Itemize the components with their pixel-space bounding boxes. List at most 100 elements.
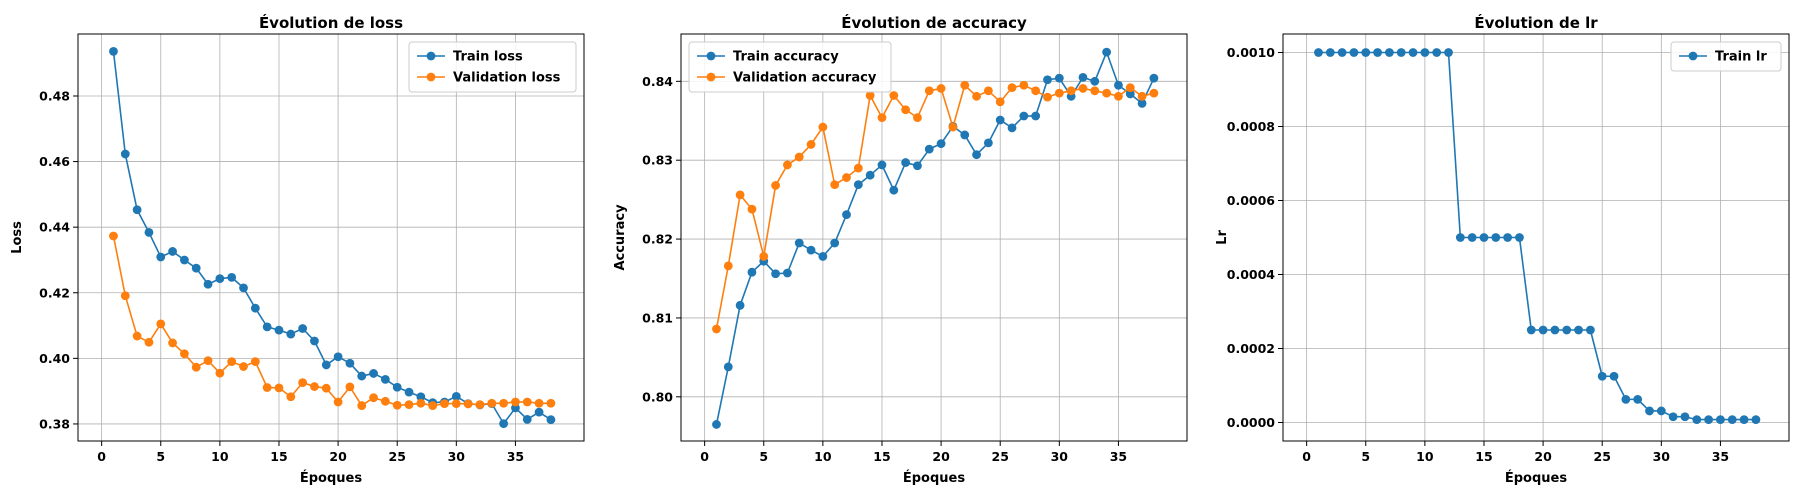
x-tick-label: 5 [1361, 449, 1370, 464]
data-point [1585, 325, 1595, 335]
y-tick-label: 0.48 [39, 88, 70, 103]
data-point [120, 149, 130, 159]
data-point [995, 115, 1005, 125]
data-point [1704, 415, 1714, 425]
data-point [853, 180, 863, 190]
chart-3: 0 5 10 15 20 25 30 35 0.0000 0.0002 0.0004 0.0006 0.… [1215, 13, 1790, 486]
data-point [818, 122, 828, 132]
y-tick-label: 0.0006 [1227, 193, 1276, 208]
x-tick-label: 15 [270, 449, 287, 464]
y-tick-label: 0.42 [39, 285, 70, 300]
x-tick-label: 0 [97, 449, 106, 464]
y-axis-label: Loss [10, 221, 25, 254]
y-tick-label: 0.0002 [1227, 341, 1275, 356]
x-tick-label: 10 [814, 449, 832, 464]
data-point [180, 349, 189, 359]
data-point [274, 383, 284, 393]
data-point [451, 391, 461, 401]
legend-marker [706, 72, 716, 82]
data-point [1066, 86, 1076, 96]
data-point [499, 419, 509, 429]
x-tick-label: 35 [1110, 449, 1127, 464]
data-point [794, 238, 804, 248]
data-point [380, 374, 390, 384]
data-point [1078, 72, 1088, 82]
x-tick-label: 35 [507, 449, 524, 464]
y-tick-label: 0.80 [642, 389, 673, 404]
y-tick-label: 0.0000 [1227, 415, 1276, 430]
data-point [1102, 47, 1112, 57]
y-axis-label: Accuracy [613, 204, 628, 271]
data-point [1007, 83, 1017, 93]
data-point [215, 368, 225, 378]
x-tick-label: 15 [873, 449, 890, 464]
data-point [1114, 91, 1123, 101]
data-point [960, 80, 970, 90]
y-tick-label: 0.0010 [1227, 45, 1276, 60]
data-point [1078, 84, 1088, 93]
x-tick-label: 30 [448, 449, 466, 464]
data-point [357, 371, 367, 381]
data-point [1739, 415, 1749, 425]
data-point [380, 396, 390, 406]
data-point [250, 303, 260, 313]
data-point [109, 231, 118, 241]
data-point [321, 383, 331, 393]
y-tick-label: 0.46 [39, 154, 70, 169]
data-point [1597, 371, 1607, 381]
x-tick-label: 25 [992, 449, 1009, 464]
data-point [333, 352, 343, 362]
y-tick-label: 0.0008 [1227, 119, 1275, 134]
data-point [191, 362, 201, 372]
data-point [1149, 73, 1159, 83]
data-point [936, 139, 946, 149]
x-axis-label: Époques [300, 470, 362, 486]
x-tick-label: 25 [1594, 449, 1611, 464]
axes-frame [77, 33, 585, 442]
data-point [1007, 123, 1017, 133]
data-point [522, 397, 532, 407]
data-point [913, 161, 922, 171]
data-point [369, 393, 378, 403]
data-point [794, 152, 804, 162]
data-point [392, 382, 402, 392]
data-point [1656, 406, 1666, 416]
data-point [369, 369, 378, 378]
chart-2: 0 5 10 15 20 25 30 35 0.80 0.81 0.82 0.83 0.84 Évolut… [613, 13, 1188, 486]
data-point [889, 185, 899, 195]
legend-marker [1688, 51, 1698, 61]
data-point [983, 86, 993, 96]
data-point [404, 400, 414, 409]
y-tick-label: 0.40 [39, 351, 70, 366]
data-point [1125, 89, 1135, 99]
data-point [842, 173, 851, 182]
data-point [1090, 86, 1100, 96]
data-point [416, 398, 426, 408]
data-point [534, 407, 544, 417]
data-point [191, 263, 201, 273]
data-point [262, 322, 272, 332]
data-point [298, 324, 308, 333]
data-point [1337, 48, 1347, 57]
data-point [983, 138, 993, 148]
data-point [1645, 406, 1654, 416]
data-point [120, 291, 130, 301]
x-tick-label: 25 [389, 449, 406, 464]
y-tick-label: 0.44 [39, 220, 70, 235]
data-point [1125, 83, 1135, 93]
data-point [1562, 325, 1572, 335]
data-point [227, 272, 237, 282]
data-point [203, 279, 213, 289]
data-point [203, 356, 213, 366]
data-point [428, 401, 438, 410]
x-tick-label: 10 [1416, 449, 1434, 464]
data-point [1692, 415, 1702, 425]
data-point [451, 399, 461, 409]
data-point [310, 382, 319, 391]
data-point [1396, 48, 1406, 57]
data-point [948, 122, 958, 132]
data-point [1420, 48, 1430, 57]
y-tick-label: 0.38 [39, 416, 70, 431]
data-point [1137, 99, 1147, 108]
data-point [759, 252, 769, 261]
